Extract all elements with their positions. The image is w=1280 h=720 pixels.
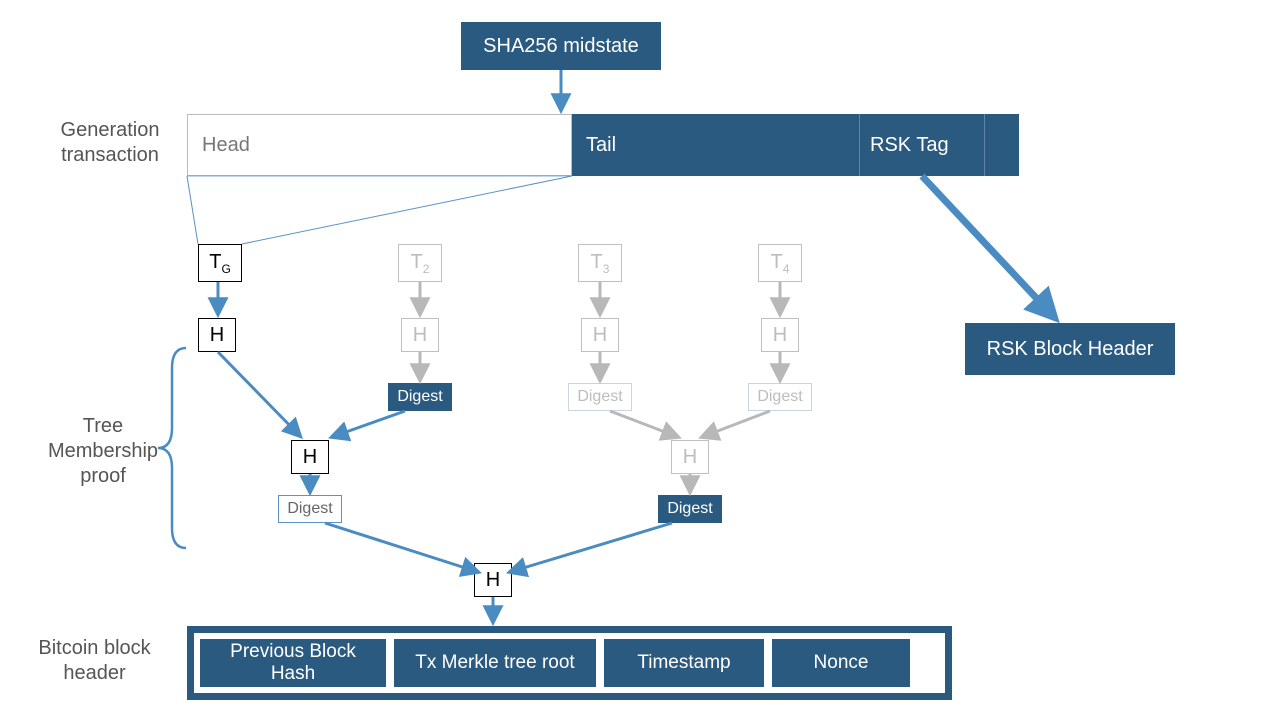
digest-left: Digest (278, 495, 342, 523)
sha256-midstate-box: SHA256 midstate (461, 22, 661, 70)
tree-node-t4: T4 (758, 244, 802, 282)
digest-c3: Digest (568, 383, 632, 411)
tree-h-1-c4: H (761, 318, 799, 352)
gen-tx-tail: Tail (572, 114, 860, 176)
header-cell-prev-hash: Previous BlockHash (200, 639, 386, 687)
gen-tx-end (985, 114, 1019, 176)
generation-transaction-label: Generationtransaction (45, 118, 175, 168)
tree-h-1-c2: H (401, 318, 439, 352)
tree-node-tg: TG (198, 244, 242, 282)
header-cell-timestamp: Timestamp (604, 639, 764, 687)
tree-node-t3: T3 (578, 244, 622, 282)
digest-c4: Digest (748, 383, 812, 411)
tree-node-t2: T2 (398, 244, 442, 282)
rsk-block-header-box: RSK Block Header (965, 323, 1175, 375)
tree-membership-proof-label: TreeMembershipproof (38, 414, 168, 489)
tree-h-root: H (474, 563, 512, 597)
bitcoin-block-header-label: Bitcoin blockheader (22, 636, 167, 686)
digest-blue-right: Digest (658, 495, 722, 523)
gen-tx-rsk-tag: RSK Tag (860, 114, 985, 176)
header-cell-nonce: Nonce (772, 639, 910, 687)
header-cell-merkle-root: Tx Merkle tree root (394, 639, 596, 687)
bitcoin-block-header-frame: Previous BlockHash Tx Merkle tree root T… (187, 626, 952, 700)
tree-h-1-c3: H (581, 318, 619, 352)
digest-blue-c2: Digest (388, 383, 452, 411)
gen-tx-head: Head (187, 114, 572, 176)
tree-h-2-right: H (671, 440, 709, 474)
tree-h-2-left: H (291, 440, 329, 474)
tree-h-1-c1: H (198, 318, 236, 352)
